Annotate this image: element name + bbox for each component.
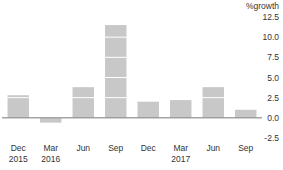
- bar: [138, 102, 159, 118]
- x-tick-label: Dec2015: [9, 143, 28, 164]
- grid-line: [2, 77, 262, 78]
- bar: [235, 110, 256, 118]
- grid-line: [2, 57, 262, 58]
- y-tick-label: 12.5: [262, 12, 279, 22]
- y-tick-label: 7.5: [267, 52, 279, 62]
- x-tick-label: Mar2016: [41, 143, 60, 164]
- bar: [40, 118, 61, 123]
- y-tick-label: 10.0: [262, 32, 279, 42]
- x-tick-label: Jun: [206, 143, 220, 153]
- chart: -2.5 0.0 2.5 5.0 7.5 10.0 12.5%growth Dec2015 Ma…: [0, 0, 283, 170]
- y-tick-label: -2.5: [264, 133, 279, 143]
- grid-line: [2, 17, 262, 18]
- bar: [73, 87, 94, 118]
- y-tick-label: 2.5: [267, 93, 279, 103]
- grid-line: [2, 138, 262, 139]
- bar: [170, 100, 191, 118]
- x-tick-label: Sep: [238, 143, 253, 153]
- grid-line: [2, 37, 262, 38]
- y-axis-label: %growth: [246, 1, 279, 11]
- x-tick-label: Sep: [108, 143, 123, 153]
- bar: [203, 87, 224, 118]
- x-tick-label: Mar2017: [171, 143, 190, 164]
- baseline: [2, 117, 262, 118]
- grid-line: [2, 97, 262, 98]
- x-tick-label: Jun: [76, 143, 90, 153]
- y-tick-label: 0.0: [267, 113, 279, 123]
- bar: [105, 25, 126, 118]
- x-tick-label: Dec: [141, 143, 157, 153]
- grid-line: [2, 117, 262, 118]
- bars: [8, 25, 257, 123]
- y-tick-label: 5.0: [267, 73, 279, 83]
- bar: [8, 95, 29, 118]
